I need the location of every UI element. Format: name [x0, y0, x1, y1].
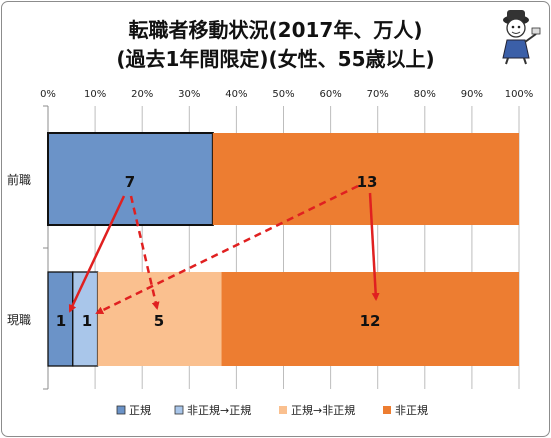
y-category-label: 現職 [7, 313, 31, 327]
bar-segment [212, 133, 519, 225]
x-tick-label: 80% [414, 89, 436, 100]
legend-swatch [383, 406, 391, 414]
data-label: 13 [357, 173, 378, 191]
x-tick-label: 20% [131, 89, 153, 100]
legend: 正規 非正規→正規 正規→非正規 非正規 [116, 403, 428, 417]
x-tick-label: 100% [505, 89, 534, 100]
x-tick-label: 70% [367, 89, 389, 100]
mascot-icon [502, 10, 541, 65]
y-category-label: 前職 [7, 172, 31, 187]
x-tick-label: 40% [225, 89, 247, 100]
data-label: 12 [360, 312, 381, 330]
bar-segment [72, 271, 99, 367]
data-label: 7 [125, 173, 135, 191]
x-tick-label: 30% [178, 89, 200, 100]
bar-segment [47, 132, 214, 226]
flow-arrow [95, 184, 359, 315]
legend-label: 非正規→正規 [187, 403, 251, 417]
data-label: 1 [56, 312, 66, 330]
x-tick-label: 50% [272, 89, 294, 100]
bar-segment [221, 272, 520, 366]
legend-swatch [116, 405, 126, 415]
x-tick-label: 60% [319, 89, 341, 100]
chart-title-line1: 転職者移動状況(2017年、万人) [128, 18, 423, 42]
legend-label: 非正規 [395, 403, 428, 417]
flow-arrows [68, 184, 380, 315]
legend-swatch [279, 406, 287, 414]
legend-label: 正規 [129, 403, 151, 417]
legend-label: 正規→非正規 [291, 403, 355, 417]
chart-title-line2: (過去1年間限定)(女性、55歳以上) [116, 47, 435, 71]
legend-swatch [174, 405, 184, 415]
bar-segment [47, 271, 74, 367]
x-tick-label: 0% [40, 89, 56, 100]
data-label: 5 [154, 312, 164, 330]
flow-arrow [368, 192, 380, 301]
data-labels: 7 13 1 1 5 12 [56, 173, 381, 330]
flow-arrow [68, 195, 126, 313]
x-tick-label: 10% [84, 89, 106, 100]
data-label: 1 [82, 312, 92, 330]
bars [47, 132, 520, 367]
x-tick-label: 90% [461, 89, 483, 100]
bar-segment [97, 272, 222, 366]
